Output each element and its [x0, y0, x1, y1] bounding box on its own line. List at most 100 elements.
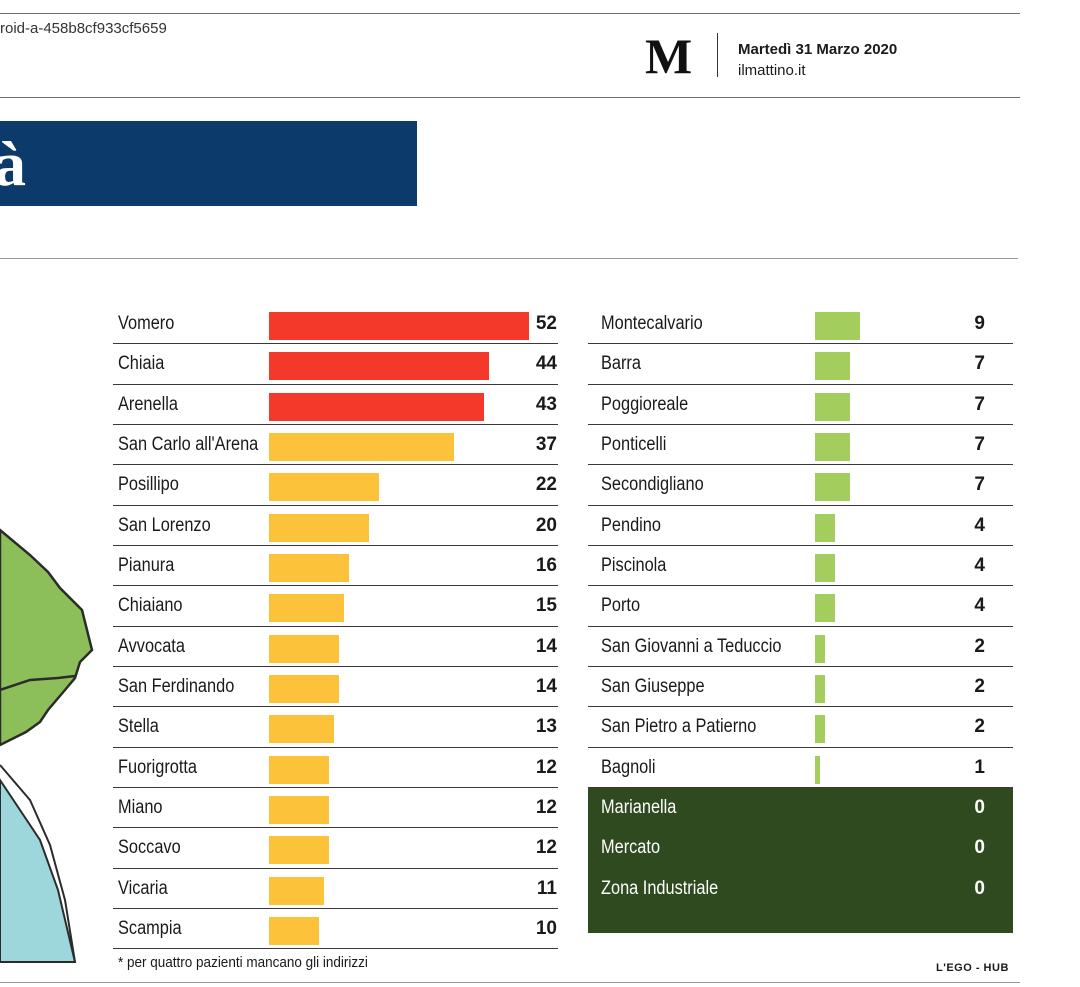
site-url: ilmattino.it — [738, 62, 806, 79]
right-value-san-giovanni-a-teduccio: 2 — [974, 635, 985, 657]
left-row-divider — [113, 384, 558, 385]
right-row-divider — [588, 747, 1013, 748]
left-bar-fuorigrotta — [269, 755, 329, 784]
masthead-divider — [717, 33, 718, 77]
right-row-divider — [588, 384, 1013, 385]
right-value-piscinola: 4 — [974, 554, 985, 576]
left-bar-vomero — [269, 312, 529, 340]
document-id: roid-a-458b8cf933cf5659 — [0, 20, 167, 37]
right-value-pendino: 4 — [974, 514, 985, 536]
right-label-san-giuseppe: San Giuseppe — [601, 675, 705, 697]
right-bar-san-giuseppe — [815, 674, 825, 703]
left-bar-arenella — [269, 392, 484, 421]
left-bar-miano — [269, 795, 329, 824]
right-value-montecalvario: 9 — [974, 313, 985, 334]
graphic-credit: L'EGO - HUB — [936, 962, 1009, 974]
right-label-mercato: Mercato — [601, 837, 661, 859]
left-value-vicaria: 11 — [536, 877, 557, 899]
right-value-bagnoli: 1 — [974, 756, 985, 778]
top-rule — [0, 13, 1020, 14]
right-value-mercato: 0 — [974, 837, 985, 859]
left-value-stella: 13 — [535, 716, 557, 738]
right-label-marianella: Marianella — [601, 796, 677, 818]
left-bar-scampia — [269, 916, 319, 945]
left-bar-posillipo — [269, 473, 379, 502]
right-row-divider — [588, 666, 1013, 667]
left-value-miano: 12 — [535, 796, 557, 818]
left-row-divider — [113, 747, 558, 748]
right-value-poggioreale: 7 — [974, 393, 985, 415]
left-bar-san-lorenzo — [269, 513, 369, 542]
left-label-soccavo: Soccavo — [118, 837, 181, 859]
right-label-montecalvario: Montecalvario — [601, 313, 703, 334]
left-label-stella: Stella — [118, 716, 159, 738]
right-value-porto: 4 — [974, 595, 985, 617]
left-row-divider — [113, 868, 558, 869]
left-bar-pianura — [269, 553, 349, 582]
right-label-zona-industriale: Zona Industriale — [601, 877, 719, 899]
left-value-chiaiano: 15 — [535, 595, 557, 617]
right-label-secondigliano: Secondigliano — [601, 474, 704, 496]
left-bar-chiaiano — [269, 594, 344, 623]
left-label-san-carlo-all-arena: San Carlo all'Arena — [118, 433, 259, 455]
issue-date: Martedì 31 Marzo 2020 — [738, 41, 898, 58]
bottom-rule — [0, 982, 1020, 983]
left-label-chiaiano: Chiaiano — [118, 595, 183, 617]
left-row-divider — [113, 666, 558, 667]
right-row-divider — [588, 706, 1013, 707]
map-water — [0, 778, 77, 963]
right-bar-san-giovanni-a-teduccio — [815, 634, 825, 663]
newspaper-logo: M — [645, 28, 693, 84]
section-rule — [0, 258, 1018, 259]
left-bar-stella — [269, 715, 334, 744]
left-bar-vicaria — [269, 876, 324, 905]
left-value-chiaia: 44 — [535, 353, 557, 375]
right-label-bagnoli: Bagnoli — [601, 756, 656, 778]
right-label-ponticelli: Ponticelli — [601, 433, 667, 455]
map-coast — [0, 764, 76, 963]
left-row-divider — [113, 706, 558, 707]
title-banner-text: à — [0, 128, 26, 199]
left-row-divider — [113, 424, 558, 425]
map-boundary — [0, 674, 76, 692]
left-label-arenella: Arenella — [118, 393, 178, 415]
left-row-divider — [113, 505, 558, 506]
left-row-divider — [113, 626, 558, 627]
left-label-chiaia: Chiaia — [118, 353, 165, 375]
left-bar-soccavo — [269, 836, 329, 865]
left-row-divider — [113, 343, 558, 344]
right-bar-barra — [815, 352, 850, 381]
left-label-san-ferdinando: San Ferdinando — [118, 675, 235, 697]
left-label-posillipo: Posillipo — [118, 474, 179, 496]
right-value-ponticelli: 7 — [974, 433, 985, 455]
right-label-san-giovanni-a-teduccio: San Giovanni a Teduccio — [601, 635, 782, 657]
left-row-divider — [113, 585, 558, 586]
right-label-porto: Porto — [601, 595, 641, 617]
right-bar-montecalvario — [815, 312, 860, 340]
left-label-miano: Miano — [118, 796, 163, 818]
right-row-divider — [588, 545, 1013, 546]
left-value-posillipo: 22 — [535, 474, 557, 496]
left-value-vomero: 52 — [535, 313, 557, 334]
left-label-san-lorenzo: San Lorenzo — [118, 514, 211, 536]
right-value-marianella: 0 — [974, 796, 985, 818]
footnote: * per quattro pazienti mancano gli indir… — [118, 954, 368, 971]
left-row-divider — [113, 464, 558, 465]
left-row-divider — [113, 827, 558, 828]
right-row-divider — [588, 585, 1013, 586]
left-bar-chiaia — [269, 352, 489, 381]
left-value-san-lorenzo: 20 — [535, 514, 557, 536]
left-value-san-ferdinando: 14 — [535, 675, 557, 697]
left-label-fuorigrotta: Fuorigrotta — [118, 756, 198, 778]
right-value-secondigliano: 7 — [974, 474, 985, 496]
right-row-divider — [588, 343, 1013, 344]
right-value-barra: 7 — [974, 353, 985, 375]
right-label-barra: Barra — [601, 353, 641, 375]
right-row-divider — [588, 787, 1013, 788]
right-value-san-pietro-a-patierno: 2 — [974, 716, 985, 738]
map-district-green — [0, 528, 94, 747]
right-value-san-giuseppe: 2 — [974, 675, 985, 697]
left-label-vomero: Vomero — [118, 313, 175, 334]
left-value-san-carlo-all-arena: 37 — [535, 433, 557, 455]
right-bar-ponticelli — [815, 432, 850, 461]
